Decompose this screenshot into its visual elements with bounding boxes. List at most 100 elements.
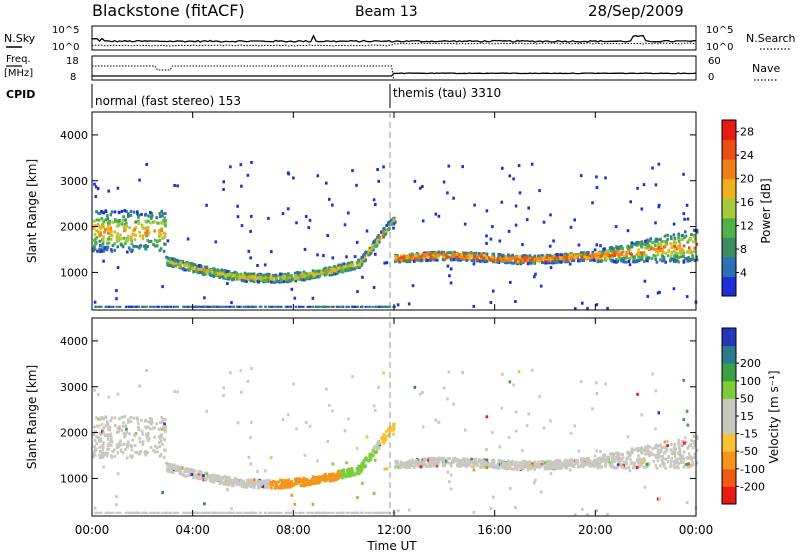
velocity-cell	[102, 431, 105, 435]
power-cell	[228, 272, 232, 276]
power-cell	[657, 203, 661, 207]
power-cell	[596, 258, 600, 262]
velocity-cell	[215, 511, 219, 514]
velocity-cell	[351, 375, 354, 379]
power-cell	[576, 253, 580, 256]
velocity-cell	[530, 368, 534, 372]
velocity-cell	[644, 445, 647, 449]
velocity-cell	[477, 458, 481, 461]
velocity-cell	[143, 419, 147, 423]
power-cell	[352, 305, 355, 308]
power-cell	[176, 259, 180, 263]
power-cell	[128, 226, 131, 230]
power-cell	[249, 256, 252, 260]
colorbar-tick-label: 8	[740, 243, 747, 256]
power-cell	[98, 247, 101, 251]
power-cell	[199, 305, 202, 308]
velocity-cell	[121, 451, 125, 455]
velocity-cell	[249, 478, 252, 482]
velocity-cell	[235, 511, 239, 514]
power-cell	[285, 279, 288, 283]
velocity-cell	[326, 511, 329, 514]
power-cell	[302, 305, 305, 308]
power-cell	[640, 207, 644, 211]
power-cell	[355, 265, 358, 269]
power-cell	[646, 294, 650, 298]
velocity-cell	[271, 511, 274, 514]
nsky-label: N.Sky	[4, 32, 36, 45]
velocity-cell	[621, 465, 625, 469]
power-cell	[117, 238, 121, 242]
power-cell	[96, 305, 99, 308]
velocity-cell	[692, 439, 696, 443]
velocity-cell	[526, 460, 530, 464]
power-cell	[164, 242, 167, 246]
velocity-cell	[104, 511, 107, 514]
power-cell	[146, 245, 149, 248]
power-cell	[659, 237, 662, 241]
power-cell	[144, 231, 147, 235]
power-cell	[634, 260, 637, 264]
velocity-cell	[413, 385, 417, 389]
velocity-cell	[423, 459, 426, 462]
velocity-cell	[659, 450, 663, 454]
power-cell	[108, 222, 112, 226]
velocity-cell	[505, 467, 508, 471]
velocity-cell	[131, 454, 134, 458]
power-cell	[137, 305, 140, 308]
power-cell	[400, 254, 403, 258]
velocity-cell	[685, 501, 689, 505]
power-cell	[287, 279, 291, 283]
power-cell	[398, 260, 402, 264]
velocity-cell	[266, 479, 270, 483]
velocity-cell	[540, 460, 543, 464]
velocity-cell	[167, 469, 171, 473]
velocity-cell	[640, 460, 644, 464]
velocity-cell	[304, 483, 307, 487]
power-cell	[682, 244, 686, 248]
power-cell	[294, 279, 298, 283]
power-cell	[665, 242, 669, 246]
velocity-cell	[367, 459, 370, 463]
power-cell	[175, 258, 178, 262]
power-cell	[680, 250, 684, 254]
nsearch-series	[91, 42, 697, 47]
velocity-cell	[377, 440, 380, 443]
velocity-cell	[341, 475, 344, 479]
velocity-cell	[249, 485, 253, 489]
velocity-cell	[536, 465, 539, 469]
power-cell	[388, 220, 392, 224]
power-cell	[134, 226, 138, 229]
velocity-cell	[163, 422, 166, 426]
velocity-cell	[147, 437, 151, 441]
power-cell	[316, 253, 319, 257]
velocity-cell	[128, 432, 131, 436]
power-cell	[660, 252, 664, 256]
power-cell	[159, 233, 163, 237]
velocity-cell	[299, 477, 302, 481]
power-cell	[112, 305, 115, 308]
power-cell	[113, 242, 116, 246]
power-cell	[368, 252, 372, 256]
velocity-cell	[493, 463, 496, 467]
power-cell	[392, 305, 395, 308]
velocity-cell	[265, 483, 269, 487]
power-cell	[272, 273, 275, 277]
power-cell	[134, 244, 137, 248]
velocity-cell	[529, 464, 532, 468]
freq-tick-high: 18	[66, 56, 79, 67]
velocity-cell	[682, 450, 686, 454]
power-cell	[440, 251, 443, 255]
velocity-cell	[313, 479, 316, 483]
velocity-cell	[611, 457, 614, 461]
power-cell	[569, 225, 573, 229]
power-cell	[505, 261, 508, 265]
velocity-cell	[368, 452, 372, 456]
date-label: 28/Sep/2009	[588, 2, 684, 20]
velocity-cell	[670, 443, 673, 447]
nsky-series	[91, 34, 697, 43]
power-cell	[473, 203, 476, 207]
velocity-cell	[359, 465, 363, 469]
velocity-cell	[92, 453, 95, 457]
power-cell	[208, 305, 211, 308]
